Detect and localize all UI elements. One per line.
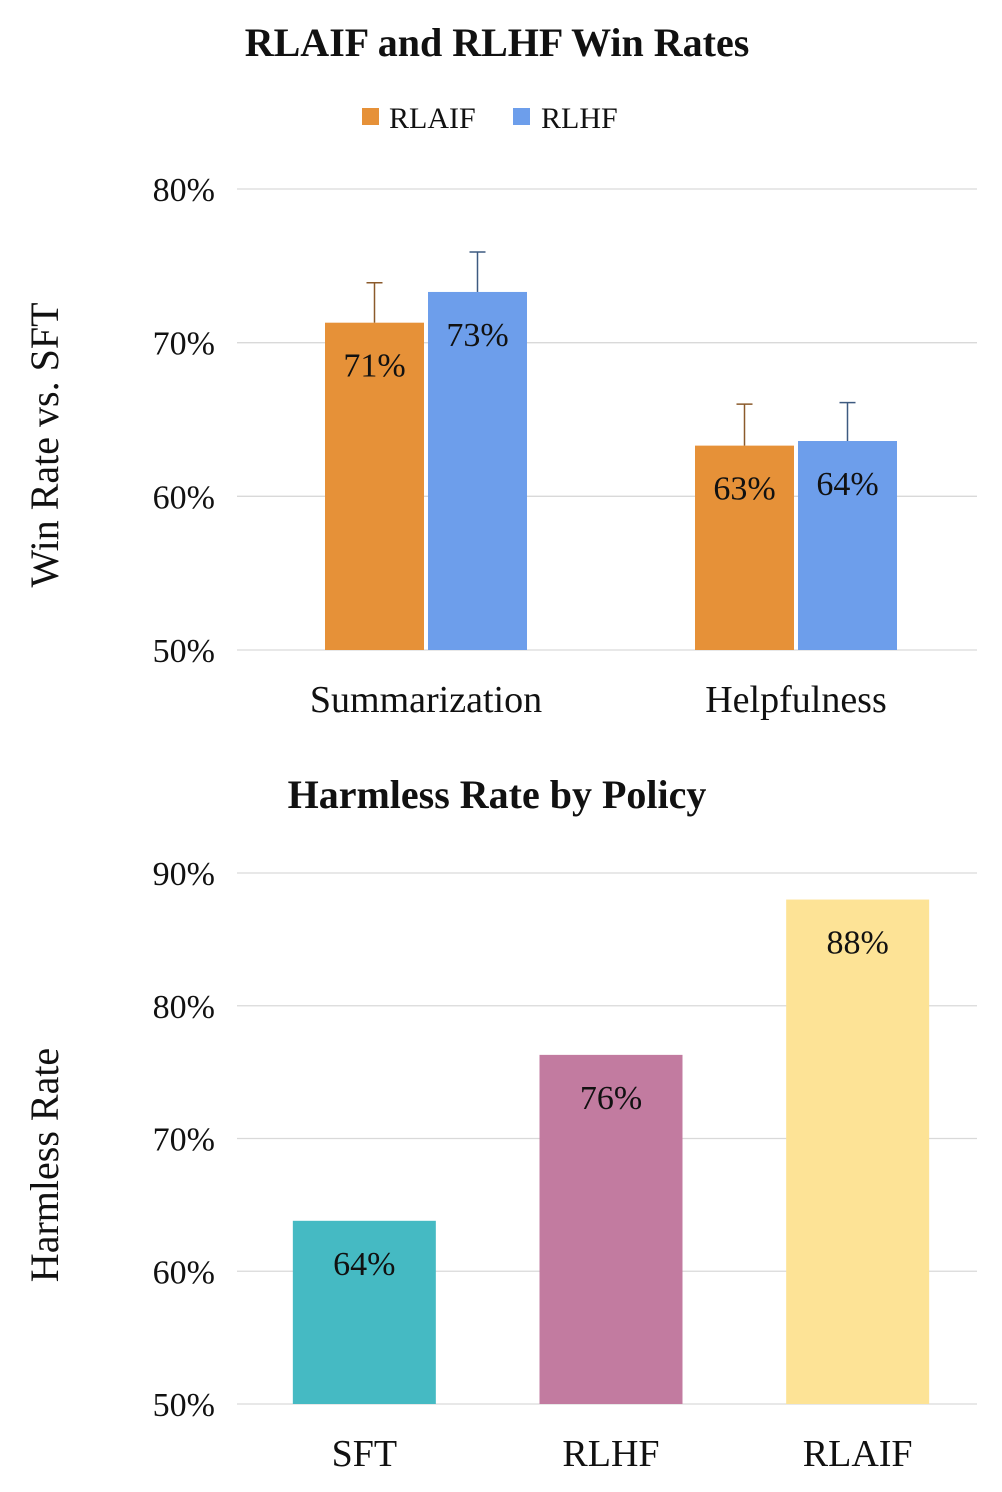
chart1-legend: RLAIF RLHF xyxy=(362,102,618,135)
legend-swatch-rlhf xyxy=(513,108,530,125)
chart1-data-label: 63% xyxy=(713,471,775,508)
chart2-y-axis-label: Harmless Rate xyxy=(22,1048,67,1282)
chart1-data-label: 73% xyxy=(446,317,508,354)
chart1-bar-rlhf-summarization xyxy=(428,291,527,650)
chart1-y-axis-label: Win Rate vs. SFT xyxy=(22,302,67,587)
chart2-data-label: 76% xyxy=(580,1080,642,1117)
chart1-y-tick-label: 50% xyxy=(153,633,215,670)
chart2-x-tick-label: RLHF xyxy=(562,1433,659,1475)
legend-label-rlaif: RLAIF xyxy=(389,102,476,135)
chart1-x-tick-label: Helpfulness xyxy=(705,679,887,721)
chart2-y-tick-label: 50% xyxy=(153,1387,215,1424)
chart1-title: RLAIF and RLHF Win Rates xyxy=(245,20,750,65)
chart2-y-tick-label: 80% xyxy=(153,989,215,1026)
chart1-y-tick-label: 80% xyxy=(153,172,215,209)
harmless-rate-chart: Harmless Rate by Policy Harmless Rate 50… xyxy=(22,772,977,1475)
chart2-y-tick-label: 60% xyxy=(153,1254,215,1291)
chart1-x-tick-label: Summarization xyxy=(310,679,542,721)
chart1-bar-rlaif-summarization xyxy=(325,322,424,650)
chart1-bar-rlaif-helpfulness xyxy=(695,445,794,650)
chart1-data-label: 64% xyxy=(816,466,878,503)
chart2-x-tick-label: SFT xyxy=(332,1433,397,1475)
chart1-y-tick-label: 60% xyxy=(153,479,215,516)
chart2-data-label: 64% xyxy=(333,1246,395,1283)
chart1-y-tick-label: 70% xyxy=(153,326,215,363)
chart2-bar-rlhf xyxy=(539,1054,683,1404)
chart2-x-tick-label: RLAIF xyxy=(803,1433,913,1475)
chart1-data-label: 71% xyxy=(343,348,405,385)
chart1-bar-rlhf-helpfulness xyxy=(798,441,897,650)
chart2-data-label: 88% xyxy=(827,925,889,962)
legend-label-rlhf: RLHF xyxy=(541,102,618,135)
chart2-y-tick-label: 90% xyxy=(153,856,215,893)
chart2-y-tick-label: 70% xyxy=(153,1122,215,1159)
win-rates-chart: RLAIF and RLHF Win Rates RLAIF RLHF Win … xyxy=(22,20,977,721)
chart2-title: Harmless Rate by Policy xyxy=(288,772,707,817)
chart2-bar-rlaif xyxy=(786,899,930,1404)
legend-swatch-rlaif xyxy=(362,108,379,125)
chart2-bar-sft xyxy=(292,1220,436,1404)
